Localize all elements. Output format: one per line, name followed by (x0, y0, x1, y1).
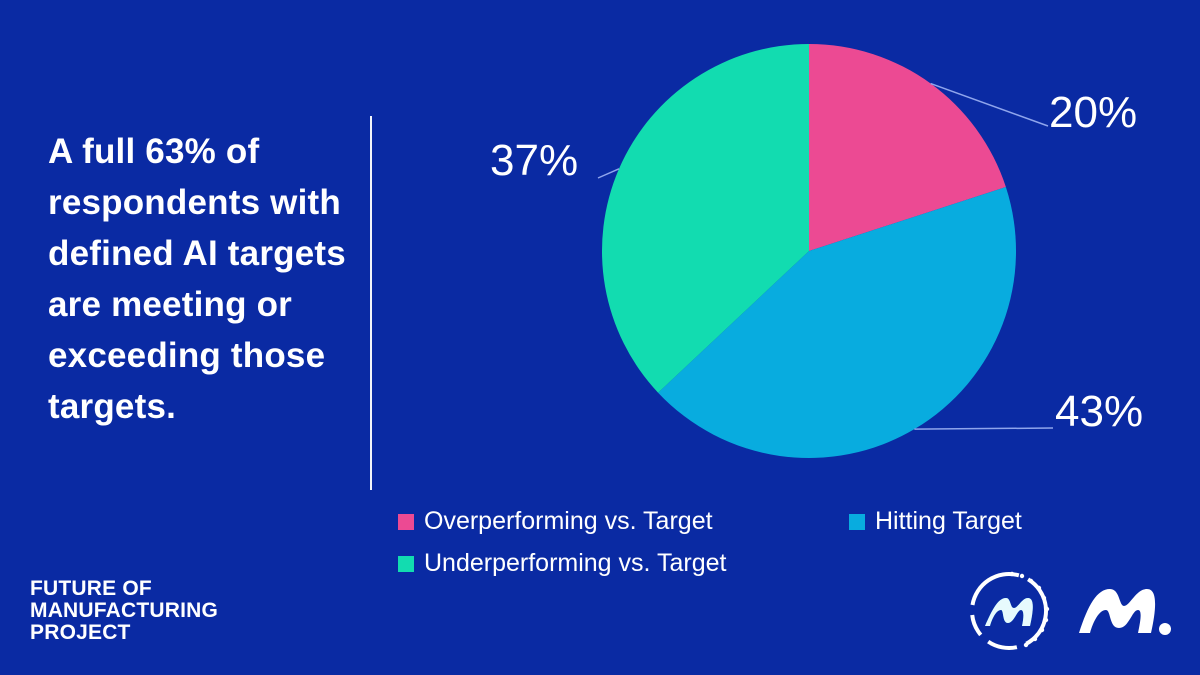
legend-swatch-overperforming (398, 513, 414, 530)
circular-m-logo-icon (970, 571, 1050, 650)
legend-label-underperforming: Underperforming vs. Target (424, 549, 727, 577)
leader-line-underperforming (597, 168, 620, 179)
pie-slice-hitting-target (658, 187, 1017, 459)
legend-item-hitting-target: Hitting Target (849, 507, 1022, 536)
pie-slice-overperforming (809, 44, 1006, 251)
legend-label-hitting-target: Hitting Target (875, 507, 1022, 535)
leader-line-overperforming (930, 82, 1049, 127)
pct-label-overperforming: 20% (1049, 88, 1137, 137)
footer-brand-line2: MANUFACTURING (30, 599, 219, 622)
legend-swatch-hitting-target (849, 513, 865, 530)
legend-label-overperforming: Overperforming vs. Target (424, 507, 713, 535)
legend: Overperforming vs. Target Hitting Target… (398, 507, 1118, 587)
legend-item-underperforming: Underperforming vs. Target (398, 549, 726, 578)
footer-brand: FUTURE OF MANUFACTURING PROJECT (30, 578, 260, 644)
m-dot-logo-icon (1079, 589, 1171, 635)
footer-brand-line3: PROJECT (30, 621, 131, 644)
pct-label-underperforming: 37% (490, 136, 578, 185)
headline: A full 63% of respondents with defined A… (48, 132, 346, 426)
pie-slice-underperforming (601, 43, 809, 393)
legend-item-overperforming: Overperforming vs. Target (398, 507, 713, 536)
footer-brand-line1: FUTURE OF (30, 577, 152, 600)
vertical-divider (370, 116, 372, 490)
legend-swatch-underperforming (398, 555, 414, 572)
leader-line-hitting-target (914, 427, 1054, 430)
pct-label-hitting-target: 43% (1055, 387, 1143, 436)
